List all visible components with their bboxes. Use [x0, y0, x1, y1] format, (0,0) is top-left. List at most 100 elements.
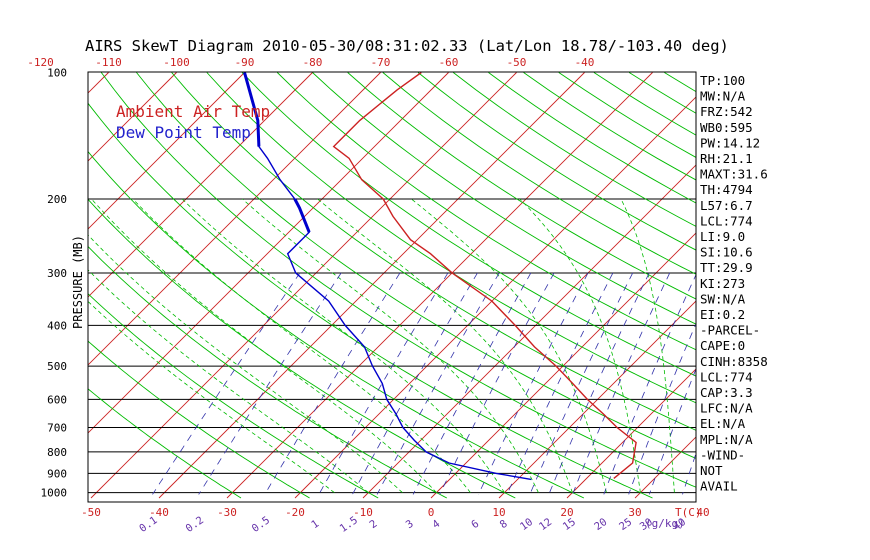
index-item: SI:10.6 — [700, 245, 753, 260]
mixing-ratio-tick-label: 0.5 — [250, 514, 272, 535]
index-item: LCL:774 — [700, 213, 753, 228]
bottom-temp-tick-label: 30 — [628, 506, 641, 519]
moist-adiabat — [242, 198, 539, 493]
top-temp-tick-label: -70 — [371, 56, 391, 69]
legend-ambient-air-temp: Ambient Air Temp — [116, 102, 270, 121]
isotherm-line — [498, 300, 696, 499]
mixing-ratio-tick-label: 4 — [430, 518, 442, 531]
moist-adiabat — [88, 234, 403, 493]
moist-adiabat — [181, 198, 505, 493]
moist-adiabat — [317, 198, 573, 493]
top-temp-tick-label: -90 — [235, 56, 255, 69]
mixing-ratio-tick-label: 8 — [498, 518, 510, 531]
bottom-temp-tick-label: -50 — [81, 506, 101, 519]
dry-adiabat — [312, 72, 696, 325]
isotherm-line — [226, 72, 653, 499]
temp-unit-label: T(C) — [675, 506, 702, 519]
index-item: MW:N/A — [700, 89, 746, 104]
mixing-ratio-tick-label: 40 — [671, 516, 688, 533]
profiles — [243, 72, 637, 481]
ambient-air-temp-line — [332, 72, 637, 479]
index-item: -PARCEL- — [700, 323, 760, 338]
dry-adiabat — [347, 72, 696, 300]
index-item: CAP:3.3 — [700, 385, 753, 400]
top-temp-tick-label: -40 — [575, 56, 595, 69]
index-item: SW:N/A — [700, 291, 746, 306]
dry-adiabat — [88, 198, 516, 499]
index-item: L57:6.7 — [700, 198, 753, 213]
index-item: TH:4794 — [700, 182, 753, 197]
index-item: LFC:N/A — [700, 401, 753, 416]
index-item: KI:273 — [700, 276, 745, 291]
moist-adiabat — [620, 198, 675, 493]
isotherm-line — [88, 72, 313, 298]
mixing-ratio-line — [529, 272, 634, 495]
dry-adiabat — [453, 72, 696, 227]
top-temp-tick-label: -60 — [439, 56, 459, 69]
moist-adiabat — [91, 198, 437, 493]
mixing-ratio-tick-label: 6 — [469, 518, 481, 531]
index-item: FRZ:542 — [700, 104, 753, 119]
mixing-ratio-line — [603, 273, 696, 495]
index-item: LCL:774 — [700, 369, 753, 384]
moist-adiabat — [88, 269, 369, 493]
dew-point-temp-line — [243, 72, 532, 481]
bottom-temp-tick-label: -30 — [217, 506, 237, 519]
index-item: RH:21.1 — [700, 151, 753, 166]
mixing-ratio-tick-label: 15 — [561, 516, 578, 533]
index-item: -WIND- — [700, 447, 745, 462]
dry-adiabat — [88, 150, 585, 499]
moist-adiabat — [411, 198, 607, 493]
index-item: TP:100 — [700, 73, 745, 88]
mixing-ratio-tick-label: 1 — [309, 518, 321, 531]
pressure-tick-label: 200 — [47, 193, 67, 206]
moist-adiabat — [519, 198, 641, 493]
mixing-ratio-line — [682, 452, 696, 495]
top-temp-tick-label: -120 — [27, 56, 54, 69]
isotherm-line — [430, 232, 696, 499]
dew-point-temp-mid-segment — [293, 198, 311, 233]
dry-adiabat — [382, 72, 696, 275]
mixing-ratio-line — [439, 272, 555, 495]
dry-adiabat — [840, 73, 870, 499]
index-item: MPL:N/A — [700, 432, 753, 447]
pressure-tick-label: 500 — [47, 360, 67, 373]
background-grid — [88, 72, 870, 499]
dry-adiabat — [88, 388, 242, 499]
index-item: TT:29.9 — [700, 260, 753, 275]
mixing-ratio-line — [264, 272, 401, 495]
isotherm-line — [88, 72, 177, 162]
bottom-temp-tick-label: 20 — [560, 506, 573, 519]
dry-adiabat — [136, 72, 696, 459]
bottom-temperature-ticks: -50 -40 -30 -20 -10 0 10 20 30 40 — [81, 506, 710, 519]
index-item: WB0:595 — [700, 120, 753, 135]
legend: Ambient Air Temp Dew Point Temp — [116, 102, 270, 142]
moist-adiabat — [132, 198, 471, 493]
mixing-ratio-line — [628, 322, 696, 495]
pressure-tick-label: 400 — [47, 319, 67, 332]
mixing-ratio-line — [152, 272, 301, 495]
index-item: NOT — [700, 463, 723, 478]
mixing-ratio-line — [648, 367, 696, 495]
dry-adiabat — [171, 72, 696, 431]
legend-dew-point-temp: Dew Point Temp — [116, 123, 251, 142]
dry-adiabat — [770, 73, 870, 499]
mixing-ratio-tick-label: 3 — [404, 518, 416, 531]
dry-adiabat — [100, 72, 696, 488]
pressure-tick-label: 1000 — [41, 487, 68, 500]
mixing-ratio-tick-label: 25 — [617, 516, 634, 533]
dry-adiabat — [664, 72, 696, 93]
dry-adiabat — [488, 72, 696, 204]
mixing-ratio-unit-label: (g/kg) — [645, 517, 685, 530]
pressure-axis-label: PRESSURE (MB) — [71, 235, 85, 329]
moist-adiabat — [88, 300, 335, 493]
plot-frame — [87, 71, 697, 503]
index-item: CAPE:0 — [700, 338, 745, 353]
mixing-ratio-tick-label: 30 — [638, 516, 655, 533]
bottom-temp-tick-label: 0 — [428, 506, 435, 519]
dry-adiabat — [206, 72, 696, 404]
pressure-tick-label: 600 — [47, 393, 67, 406]
pressure-tick-label: 800 — [47, 446, 67, 459]
pressure-tick-label: 900 — [47, 467, 67, 480]
